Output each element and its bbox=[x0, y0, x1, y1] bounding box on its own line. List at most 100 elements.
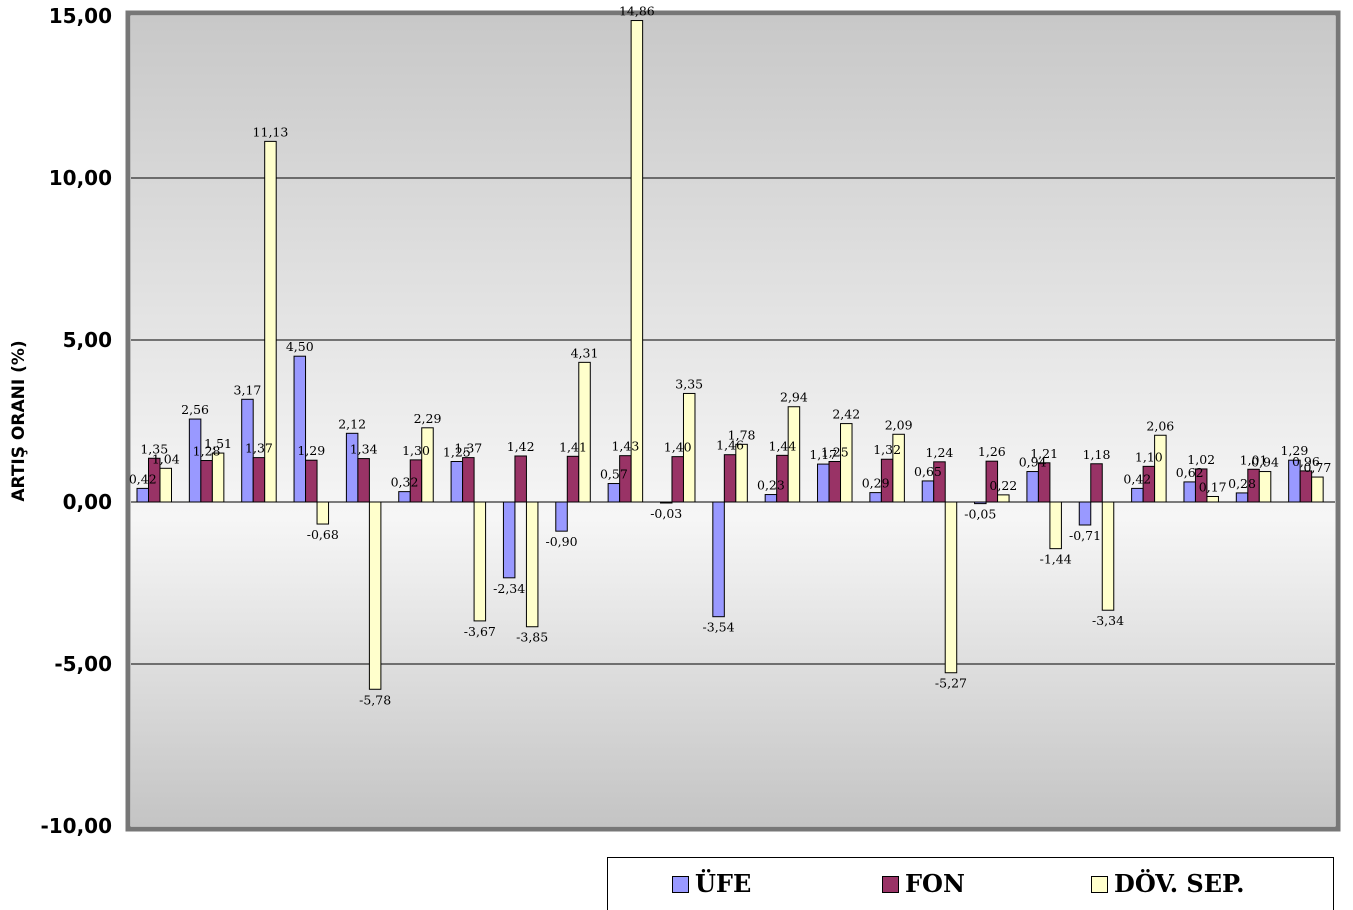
bar-ufe bbox=[607, 483, 621, 503]
bar-fon bbox=[305, 459, 318, 503]
data-labels: 0,42 1,351,04 2,56 1,281,51 3,17 1,37 11,13 4,5… bbox=[129, 4, 1332, 708]
data-label-dov-sep: 0,77 bbox=[1303, 460, 1331, 475]
data-label-dov-sep: 1,51 bbox=[204, 436, 232, 451]
data-label-ufe: 0,32 bbox=[391, 475, 419, 490]
bar-dov-sep bbox=[578, 361, 591, 503]
y-axis-ticks: 15,00 10,00 5,00 0,00 -5,00 -10,00 bbox=[40, 4, 112, 838]
bar-ufe bbox=[398, 491, 411, 503]
data-label-fon: 1,44 bbox=[769, 438, 797, 453]
data-label-fon: 1,35 bbox=[140, 441, 168, 456]
bar-dov-sep bbox=[1206, 495, 1219, 503]
data-label-ufe: 2,12 bbox=[338, 416, 366, 431]
data-label-ufe: 0,28 bbox=[1228, 476, 1256, 491]
bar-dov-sep bbox=[525, 501, 539, 628]
bar-dov-sep bbox=[735, 443, 748, 503]
data-label-ufe: 0,23 bbox=[757, 478, 785, 493]
data-label-ufe: 1,17 bbox=[809, 447, 837, 462]
y-tick-label: 0,00 bbox=[63, 490, 112, 514]
y-axis-label: ARTIŞ ORANI (%) bbox=[9, 340, 29, 501]
bar-dov-sep bbox=[1311, 476, 1324, 503]
legend-label-dov-sep: DÖV. SEP. bbox=[1114, 869, 1245, 898]
bar-dov-sep bbox=[1049, 501, 1062, 550]
data-label-dov-sep: -5,27 bbox=[935, 676, 967, 691]
bar-ufe bbox=[921, 480, 935, 503]
bar-ufe bbox=[817, 463, 830, 503]
data-label-ufe: 2,56 bbox=[181, 402, 209, 417]
legend-item-fon: FON bbox=[882, 872, 965, 896]
y-tick-label: -10,00 bbox=[40, 814, 112, 838]
data-label-fon: 1,26 bbox=[978, 444, 1006, 459]
bar-fon bbox=[252, 457, 266, 503]
bar-dov-sep bbox=[1154, 434, 1167, 503]
bar-dov-sep bbox=[421, 427, 434, 503]
data-label-fon: 1,43 bbox=[611, 439, 639, 454]
data-label-dov-sep: -3,34 bbox=[1092, 613, 1124, 628]
bar-dov-sep bbox=[892, 433, 905, 503]
bar-ufe bbox=[241, 398, 254, 503]
data-label-dov-sep: -5,78 bbox=[359, 692, 391, 707]
y-tick-label: 10,00 bbox=[49, 166, 112, 190]
bar-ufe bbox=[1026, 471, 1039, 503]
data-label-fon: 1,34 bbox=[350, 442, 378, 457]
data-label-fon: 1,18 bbox=[1083, 447, 1111, 462]
data-label-dov-sep: 14,86 bbox=[619, 4, 655, 19]
bar-fon bbox=[1037, 462, 1051, 503]
bar-fon bbox=[671, 456, 684, 503]
data-label-ufe: 0,42 bbox=[1123, 471, 1151, 486]
data-label-fon: 1,02 bbox=[1187, 452, 1215, 467]
bar-ufe bbox=[659, 501, 673, 504]
bar-fon bbox=[566, 455, 580, 503]
bar-dov-sep bbox=[159, 467, 172, 503]
bar-ufe bbox=[450, 461, 464, 503]
bar-dov-sep bbox=[944, 501, 958, 674]
data-label-ufe: -0,71 bbox=[1069, 528, 1101, 543]
bar-ufe bbox=[764, 494, 778, 503]
legend-label-ufe: ÜFE bbox=[695, 869, 752, 898]
bar-fon bbox=[200, 460, 213, 503]
data-label-fon: 0,96 bbox=[1292, 454, 1320, 469]
data-label-fon: 1,21 bbox=[1030, 446, 1058, 461]
data-label-fon: 1,41 bbox=[559, 439, 587, 454]
bar-dov-sep bbox=[1101, 501, 1115, 611]
data-label-dov-sep: 3,35 bbox=[675, 376, 703, 391]
data-label-dov-sep: 4,31 bbox=[571, 345, 599, 360]
bar-fon bbox=[1299, 470, 1313, 503]
y-tick-label: 5,00 bbox=[63, 328, 112, 352]
plot-area bbox=[131, 16, 1335, 826]
data-label-ufe: 4,50 bbox=[286, 339, 314, 354]
legend-item-ufe: ÜFE bbox=[672, 872, 751, 896]
data-label-fon: 1,42 bbox=[507, 439, 535, 454]
data-label-fon: 1,30 bbox=[402, 443, 430, 458]
data-label-ufe: 0,65 bbox=[914, 464, 942, 479]
data-label-ufe: 0,57 bbox=[600, 467, 628, 482]
data-label-ufe: 1,25 bbox=[443, 445, 471, 460]
bar-ufe bbox=[188, 418, 202, 503]
data-label-dov-sep: 11,13 bbox=[253, 124, 289, 139]
data-label-dov-sep: 2,09 bbox=[885, 417, 913, 432]
y-tick-label: 15,00 bbox=[49, 4, 112, 28]
bar-dov-sep bbox=[840, 423, 853, 503]
bar-ufe bbox=[293, 355, 307, 503]
data-label-fon: 1,25 bbox=[821, 445, 849, 460]
bar-dov-sep bbox=[630, 20, 644, 503]
data-label-ufe: 0,29 bbox=[862, 476, 890, 491]
bar-dov-sep bbox=[316, 501, 330, 525]
legend-label-fon: FON bbox=[905, 869, 965, 898]
bar-dov-sep bbox=[1258, 471, 1272, 503]
data-label-dov-sep: 2,29 bbox=[414, 411, 442, 426]
y-tick-label: -5,00 bbox=[54, 652, 112, 676]
legend-swatch-fon bbox=[882, 875, 899, 893]
data-label-dov-sep: -3,67 bbox=[464, 624, 496, 639]
bar-ufe bbox=[869, 492, 882, 503]
data-label-ufe: -0,03 bbox=[650, 506, 682, 521]
bars bbox=[136, 20, 1324, 690]
bar-ufe bbox=[1078, 501, 1092, 526]
data-label-dov-sep: -3,85 bbox=[516, 630, 548, 645]
data-label-dov-sep: 2,42 bbox=[832, 407, 860, 422]
data-label-dov-sep: -1,44 bbox=[1040, 552, 1072, 567]
bar-fon bbox=[933, 461, 946, 503]
bar-dov-sep bbox=[787, 406, 801, 503]
legend-swatch-dov-sep bbox=[1091, 875, 1108, 893]
bar-fon bbox=[828, 461, 842, 503]
bar-fon bbox=[985, 460, 999, 503]
